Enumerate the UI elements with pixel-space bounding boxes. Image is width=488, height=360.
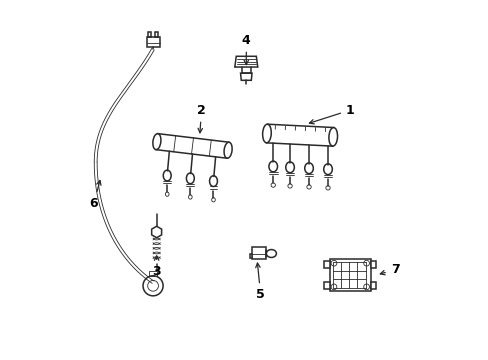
Ellipse shape (287, 184, 292, 188)
Circle shape (363, 284, 369, 290)
Ellipse shape (323, 164, 332, 175)
Ellipse shape (153, 134, 161, 150)
Bar (324, 261, 329, 268)
Ellipse shape (328, 127, 337, 146)
Ellipse shape (209, 176, 217, 186)
Text: 1: 1 (309, 104, 354, 124)
Ellipse shape (262, 124, 271, 143)
Ellipse shape (306, 185, 310, 189)
Ellipse shape (270, 183, 275, 187)
Ellipse shape (165, 192, 169, 196)
Polygon shape (249, 254, 251, 258)
Circle shape (330, 260, 336, 266)
Ellipse shape (268, 161, 277, 172)
Text: 6: 6 (89, 180, 101, 210)
Polygon shape (251, 247, 266, 259)
Ellipse shape (266, 249, 276, 257)
Polygon shape (151, 226, 161, 238)
Ellipse shape (325, 186, 329, 190)
Text: 7: 7 (380, 263, 399, 276)
Ellipse shape (224, 142, 232, 158)
Bar (370, 282, 376, 289)
Ellipse shape (188, 195, 192, 199)
Text: 5: 5 (255, 263, 264, 301)
Ellipse shape (163, 170, 171, 181)
Text: 3: 3 (152, 256, 161, 278)
Text: 4: 4 (242, 33, 250, 65)
Circle shape (142, 276, 163, 296)
Bar (324, 282, 329, 289)
Ellipse shape (211, 198, 215, 202)
Ellipse shape (304, 163, 313, 174)
Text: 2: 2 (197, 104, 205, 133)
Circle shape (363, 260, 369, 266)
Bar (370, 261, 376, 268)
Bar (329, 259, 370, 291)
Ellipse shape (285, 162, 294, 173)
Ellipse shape (186, 173, 194, 184)
Circle shape (330, 284, 336, 290)
